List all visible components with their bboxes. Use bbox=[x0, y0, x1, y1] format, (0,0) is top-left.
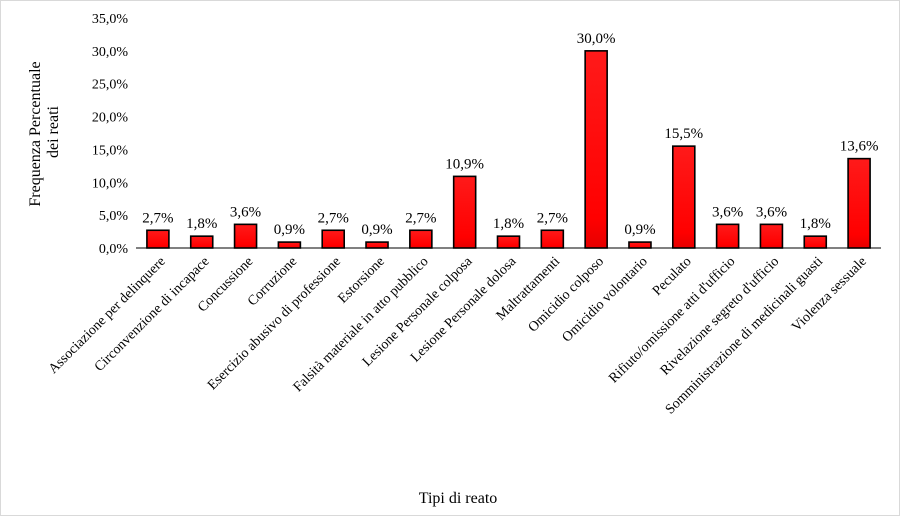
y-tick-label: 35,0% bbox=[92, 12, 129, 27]
bar bbox=[189, 235, 214, 249]
y-tick-label: 20,0% bbox=[92, 111, 129, 126]
x-tick-label: Omicidio volontario bbox=[560, 254, 651, 345]
x-tick-label: Somministrazione di medicinali guasti bbox=[663, 254, 826, 417]
bar bbox=[540, 229, 565, 249]
bar bbox=[409, 229, 433, 249]
bar bbox=[628, 241, 652, 249]
x-tick-label: Omicidio colposo bbox=[526, 254, 607, 335]
axis-titles: Tipi di reato Frequenza Percentuale dei … bbox=[27, 57, 498, 507]
bar-value-label: 1,8% bbox=[186, 216, 217, 232]
x-axis-title: Tipi di reato bbox=[419, 490, 498, 507]
bar bbox=[671, 145, 696, 249]
bars: 2,7% 1,8% 3,6% 0,9% 2,7% 0,9% 2,7% 10,9% 1,8% 2,7… bbox=[142, 31, 879, 249]
y-axis-title: Frequenza Percentuale dei reati bbox=[27, 57, 62, 206]
bar-value-label: 0,9% bbox=[274, 222, 305, 238]
bar-value-label: 2,7% bbox=[405, 210, 436, 226]
bar-value-label: 3,6% bbox=[756, 204, 787, 220]
y-tick-label: 10,0% bbox=[92, 176, 129, 191]
y-tick-label: 25,0% bbox=[92, 78, 129, 93]
bar bbox=[803, 235, 828, 249]
bar bbox=[584, 50, 608, 249]
y-tick-label: 15,0% bbox=[92, 143, 129, 158]
bar-value-label: 3,6% bbox=[230, 204, 261, 220]
bar bbox=[496, 235, 521, 249]
bar bbox=[233, 223, 258, 249]
y-axis-title-line-1: Frequenza Percentuale bbox=[27, 61, 44, 206]
bar-value-label: 2,7% bbox=[537, 210, 568, 226]
bar-value-label: 10,9% bbox=[445, 156, 484, 172]
y-axis: 0,0% 5,0% 10,0% 15,0% 20,0% 25,0% 30,0% 35,0% bbox=[92, 12, 129, 257]
bar bbox=[321, 229, 346, 249]
x-tick-label: Violenza sessuale bbox=[789, 254, 870, 335]
x-axis: Associazione per delinquereCirconvenzion… bbox=[46, 247, 881, 417]
y-axis-title-line-2: dei reati bbox=[45, 105, 62, 158]
bar bbox=[277, 241, 302, 249]
bar-value-label: 1,8% bbox=[493, 216, 524, 232]
x-tick-label: Peculato bbox=[650, 254, 695, 299]
bar-value-label: 1,8% bbox=[800, 216, 831, 232]
bar-value-label: 2,7% bbox=[318, 210, 349, 226]
bar-value-label: 0,9% bbox=[624, 222, 655, 238]
bar bbox=[759, 223, 784, 249]
y-tick-label: 0,0% bbox=[99, 242, 129, 257]
bar-value-label: 3,6% bbox=[712, 204, 743, 220]
y-tick-label: 30,0% bbox=[92, 45, 129, 60]
y-tick-label: 5,0% bbox=[99, 209, 129, 224]
bar bbox=[146, 229, 170, 249]
bar-value-label: 2,7% bbox=[142, 210, 173, 226]
bar-value-label: 13,6% bbox=[840, 139, 879, 155]
bar-value-label: 30,0% bbox=[577, 31, 616, 47]
bar bbox=[365, 241, 389, 249]
bar-value-label: 15,5% bbox=[664, 126, 703, 142]
bar-value-label: 0,9% bbox=[361, 222, 392, 238]
bar bbox=[847, 157, 871, 249]
bar bbox=[715, 223, 740, 249]
bar bbox=[452, 175, 477, 249]
